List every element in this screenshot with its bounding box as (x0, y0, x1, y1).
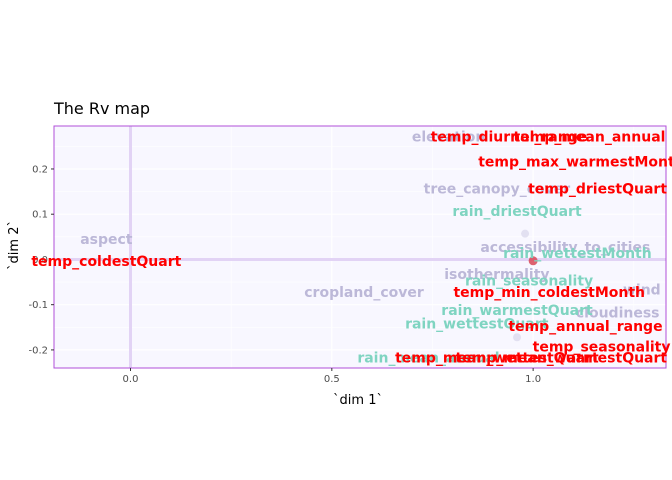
data-point (521, 229, 530, 238)
point-label: rain_mean_annual (357, 351, 499, 367)
point-label: temp_max_warmestMonth (478, 154, 672, 170)
y-tick-label: -0.1 (28, 300, 48, 311)
y-tick-label: 0.0 (32, 255, 48, 266)
point-label: aspect (80, 232, 133, 248)
y-axis-title: `dim 2` (7, 220, 22, 270)
point-label: rain_wettestQuart (405, 317, 549, 333)
point-label: temp_mean_annual (514, 129, 666, 145)
point-label: temp_min_coldestMonth (453, 285, 645, 301)
point-label: isothermality (444, 267, 549, 283)
panel-background (54, 126, 666, 368)
point-label: temp_coldestQuart (31, 254, 181, 270)
plot-panel (53, 125, 667, 369)
panel-border (53, 125, 667, 369)
y-axis: -0.2 -0.1 0.0 0.1 0.2 (28, 164, 54, 356)
chart-title: The Rv map (53, 99, 150, 118)
point-label: temp_driestQuart (528, 181, 667, 197)
point-markers (513, 229, 538, 342)
point-labels: aspect cropland_cover elevation tree_canopy… (31, 129, 672, 366)
point-label: rain_driestQuart (452, 204, 582, 220)
x-tick-label: 0.5 (324, 374, 340, 385)
point-label: temp_annual_range (508, 319, 662, 335)
point-label: cloudiness (576, 305, 660, 321)
point-label: wind (623, 283, 661, 299)
x-axis-title: `dim 1` (333, 393, 383, 408)
point-label: accessibility_to_cities (480, 240, 650, 256)
data-point (528, 256, 538, 266)
point-label: temp_diurnal_range (431, 129, 588, 145)
y-tick-label: 0.2 (32, 164, 48, 175)
point-label: elevation (412, 129, 485, 145)
point-label: cropland_cover (304, 285, 424, 301)
point-label: temp_seasonality (533, 339, 671, 355)
y-tick-label: 0.1 (32, 210, 48, 221)
point-label: rain_wettestMonth (503, 246, 652, 262)
point-label: tree_canopy_cover (424, 181, 571, 197)
x-tick-label: 0.0 (123, 374, 139, 385)
x-tick-label: 1.0 (525, 374, 541, 385)
y-tick-label: -0.2 (28, 345, 48, 356)
point-label: temp_mean_wettestQuart (395, 351, 599, 367)
point-label: rain_seasonality (465, 274, 593, 290)
point-label: temp_mean_warmestQuart (456, 351, 668, 367)
x-axis: 0.0 0.5 1.0 (123, 368, 541, 385)
data-point (513, 333, 522, 342)
point-label: rain_warmestQuart (441, 303, 593, 319)
